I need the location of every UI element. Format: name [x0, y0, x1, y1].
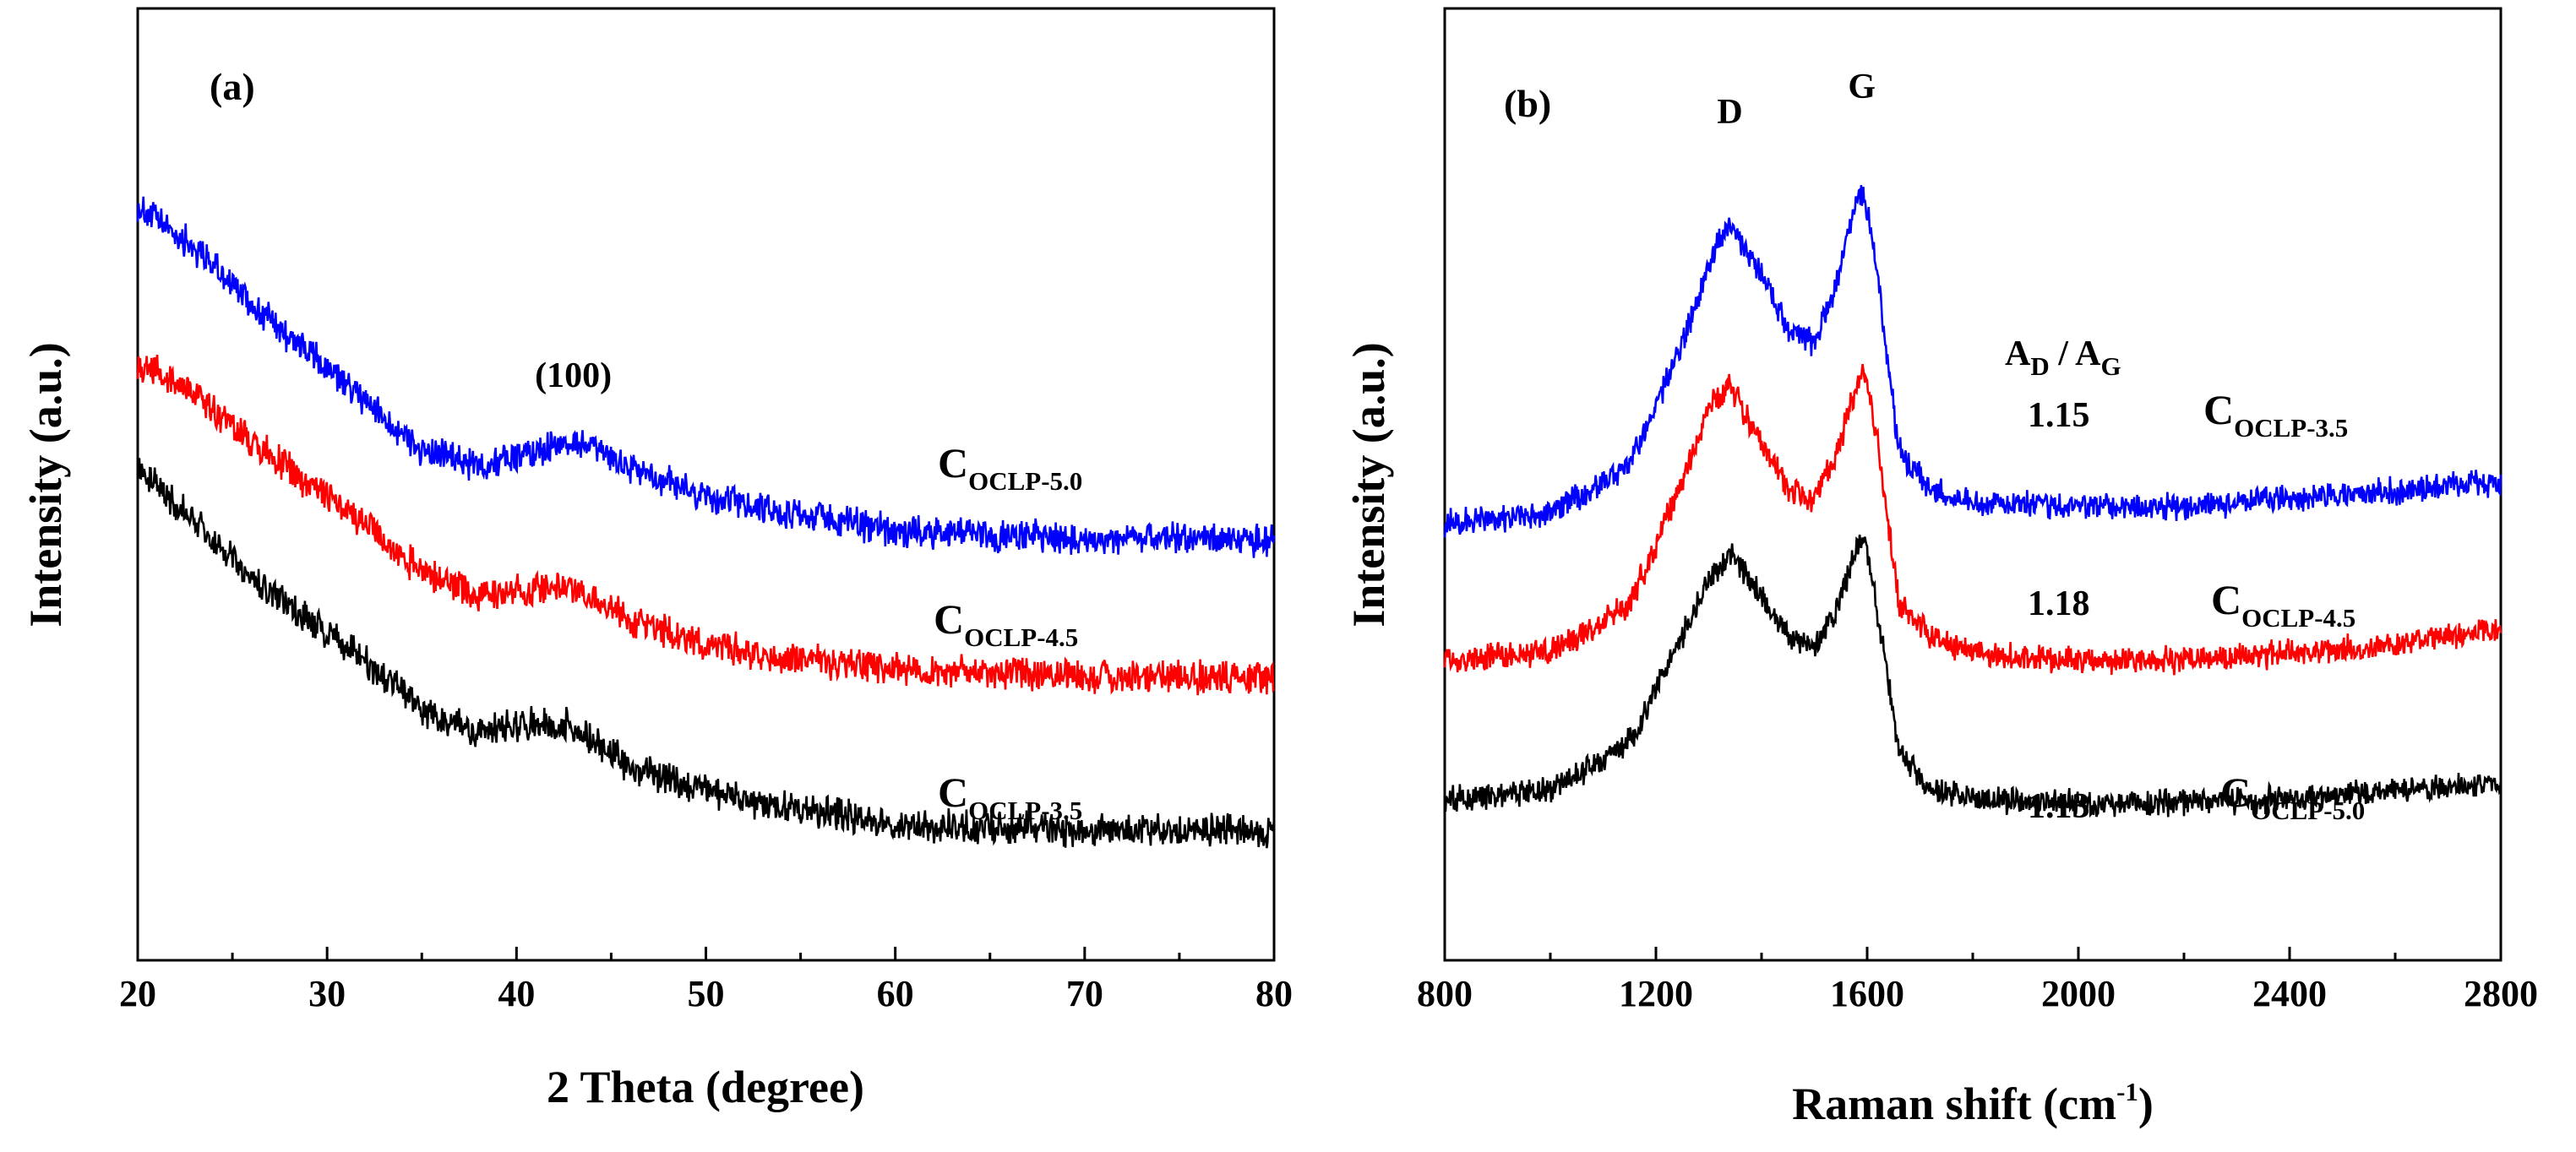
ratio-a-main: A [2005, 334, 2031, 373]
y-axis-title-b: Intensity (a.u.) [1343, 342, 1394, 628]
chart-panel-a: 20 30 40 50 60 70 80 (a) (100) 2 Theta (degree… [20, 7, 1293, 1112]
series-label-main: C [938, 769, 968, 816]
x-axis-title-b-sup: -1 [2116, 1077, 2138, 1106]
panel-label-a: (a) [210, 65, 255, 108]
series-label-sub: OCLP-5.0 [2251, 796, 2365, 825]
x-ticks-a: 20 30 40 50 60 70 80 [119, 947, 1293, 1014]
ratio-sep: / [2050, 334, 2075, 373]
peak-label-d: D [1717, 93, 1742, 132]
series-line-OCLP-3.5 [1443, 185, 2502, 538]
series-label-sub: OCLP-4.5 [2241, 603, 2355, 633]
chart-panel-b: 800 1200 1600 2000 2400 2800 (b) D G AD / AG … [1343, 7, 2538, 1129]
y-axis-title-a: Intensity (a.u.) [20, 342, 71, 628]
series-group-b [1443, 185, 2502, 818]
ratio-value-5.0: 1.13 [2028, 787, 2090, 826]
series-label-sub: OCLP-4.5 [964, 622, 1078, 652]
x-axis-title-a: 2 Theta (degree) [547, 1062, 864, 1112]
x-ticks-b: 800 1200 1600 2000 2400 2800 [1417, 947, 2538, 1014]
series-label-main: C [934, 595, 964, 643]
series-label-main: C [938, 439, 968, 486]
ratio-value-4.5: 1.18 [2028, 584, 2090, 623]
x-tick-label: 80 [1255, 973, 1293, 1014]
ratio-b-sub: G [2100, 351, 2121, 381]
series-label-b-3.5: COCLP-3.5 [2203, 386, 2348, 443]
series-label-sub: OCLP-5.0 [968, 466, 1082, 496]
series-label-sub: OCLP-3.5 [2234, 413, 2348, 443]
peak-label-g: G [1848, 68, 1876, 106]
x-axis-title-b: Raman shift (cm-1) [1792, 1077, 2154, 1129]
x-axis-title-b-end: ) [2138, 1079, 2154, 1129]
series-line-OCLP-4.5 [1443, 363, 2502, 676]
ratio-header: AD / AG [2005, 334, 2121, 381]
ratio-value-3.5: 1.15 [2028, 396, 2090, 435]
x-tick-label: 50 [688, 973, 725, 1014]
x-tick-label: 2000 [2041, 973, 2116, 1014]
ratio-b-main: A [2075, 334, 2101, 373]
series-label-main: C [2220, 769, 2251, 816]
series-label-main: C [2203, 386, 2234, 433]
series-line-OCLP-5.0 [1443, 534, 2502, 818]
x-tick-label: 2800 [2464, 973, 2538, 1014]
x-tick-label: 1600 [1830, 973, 1904, 1014]
x-tick-label: 2400 [2252, 973, 2327, 1014]
x-tick-label: 30 [308, 973, 346, 1014]
x-axis-title-b-main: Raman shift (cm [1792, 1079, 2116, 1129]
series-label-b-5.0: COCLP-5.0 [2220, 769, 2365, 825]
series-label-sub: OCLP-3.5 [968, 796, 1082, 825]
series-label-b-4.5: COCLP-4.5 [2211, 576, 2355, 633]
ratio-a-sub: D [2030, 351, 2049, 381]
series-line-OCLP-3.5 [137, 458, 1276, 849]
series-label-a-4.5: COCLP-4.5 [934, 595, 1078, 652]
x-tick-label: 20 [119, 973, 156, 1014]
series-line-OCLP-5.0 [136, 196, 1276, 558]
series-label-a-3.5: COCLP-3.5 [938, 769, 1082, 825]
series-group-a [136, 196, 1276, 849]
panel-label-b: (b) [1504, 82, 1551, 125]
series-line-OCLP-4.5 [136, 354, 1275, 696]
series-label-a-5.0: COCLP-5.0 [938, 439, 1082, 496]
series-label-main: C [2211, 576, 2241, 623]
peak-annotation-100: (100) [535, 356, 612, 395]
x-tick-label: 60 [877, 973, 914, 1014]
x-tick-label: 70 [1066, 973, 1103, 1014]
x-tick-label: 40 [498, 973, 535, 1014]
x-tick-label: 1200 [1619, 973, 1693, 1014]
x-tick-label: 800 [1417, 973, 1473, 1014]
